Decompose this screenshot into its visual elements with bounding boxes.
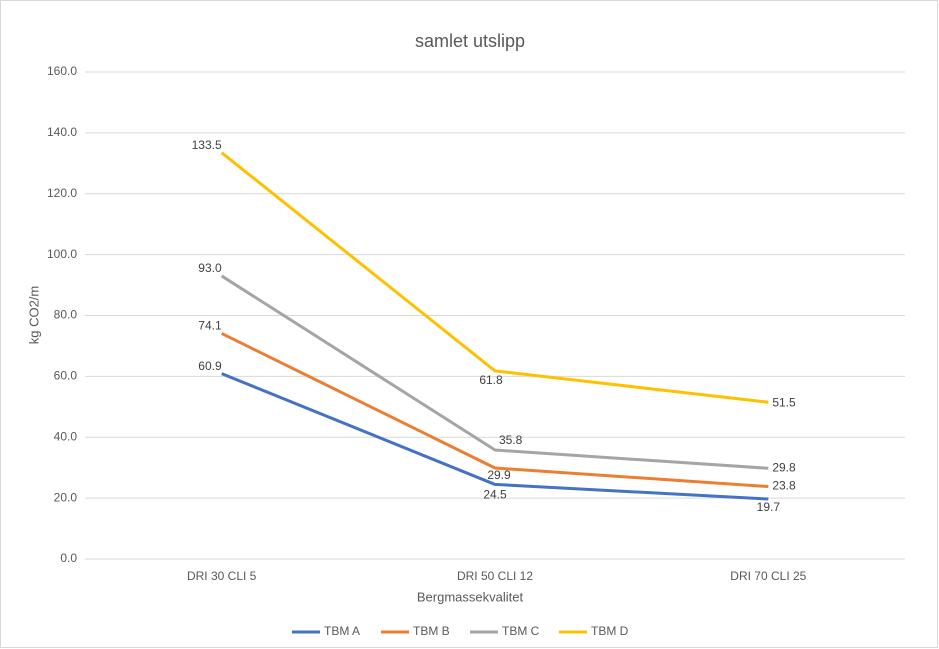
legend-label: TBM A: [324, 624, 360, 638]
series-line: [220, 151, 769, 404]
data-label: 29.9: [487, 468, 511, 482]
y-tick-label: 0.0: [60, 551, 77, 565]
legend-label: TBM D: [591, 624, 629, 638]
data-label: 133.5: [192, 138, 222, 152]
y-tick-label: 40.0: [54, 429, 78, 443]
data-label: 19.7: [757, 500, 781, 514]
y-axis-title: kg CO2/m: [26, 286, 41, 345]
legend-label: TBM C: [502, 624, 540, 638]
y-tick-label: 20.0: [54, 490, 78, 504]
series-line: [221, 332, 769, 489]
series-line: [220, 274, 769, 470]
data-label: 24.5: [483, 488, 507, 502]
chart-title: samlet utslipp: [415, 31, 525, 51]
data-label: 51.5: [772, 395, 796, 409]
y-tick-label: 140.0: [47, 125, 77, 139]
y-tick-label: 160.0: [47, 64, 77, 78]
y-tick-label: 100.0: [47, 247, 77, 261]
y-tick-label: 120.0: [47, 186, 77, 200]
data-label: 60.9: [198, 359, 222, 373]
data-label: 35.8: [499, 433, 523, 447]
x-tick-label: DRI 50 CLI 12: [457, 569, 533, 583]
data-label: 74.1: [198, 319, 222, 333]
data-label: 29.8: [772, 460, 796, 474]
data-label: 23.8: [772, 479, 796, 493]
legend-label: TBM B: [413, 624, 450, 638]
data-label: 93.0: [198, 261, 222, 275]
y-tick-label: 80.0: [54, 308, 78, 322]
y-tick-label: 60.0: [54, 369, 78, 383]
x-axis-title: Bergmassekvalitet: [417, 589, 524, 604]
series-line: [221, 372, 769, 501]
data-label: 61.8: [479, 373, 503, 387]
x-tick-label: DRI 70 CLI 25: [730, 569, 806, 583]
x-tick-label: DRI 30 CLI 5: [187, 569, 257, 583]
